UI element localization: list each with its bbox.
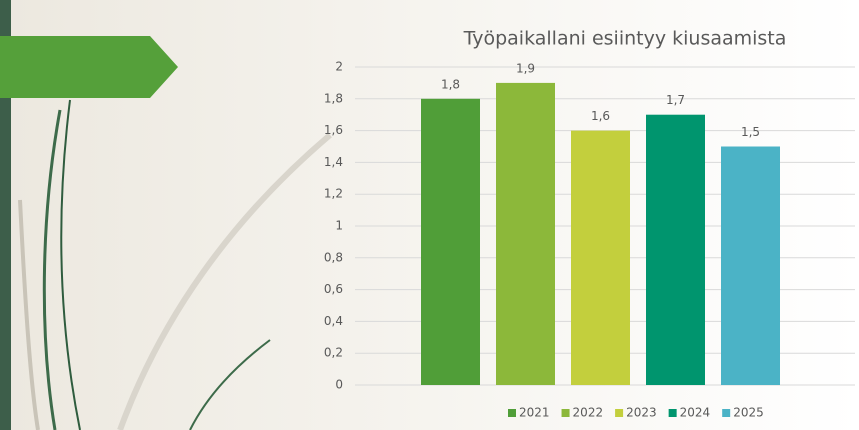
legend-label: 2022 — [573, 406, 604, 420]
legend-swatch — [562, 409, 570, 417]
bar — [571, 131, 630, 385]
legend-label: 2025 — [733, 406, 764, 420]
data-label: 1,6 — [591, 109, 610, 123]
chart: Työpaikallani esiintyy kiusaamista 0 0,2 0… — [0, 0, 859, 430]
data-label: 1,7 — [666, 93, 685, 107]
legend-swatch — [615, 409, 623, 417]
legend-swatch — [508, 409, 516, 417]
bar — [421, 99, 480, 385]
bar — [721, 147, 780, 386]
y-tick-label: 0,4 — [324, 314, 343, 328]
data-label: 1,8 — [441, 77, 460, 91]
data-label: 1,5 — [741, 125, 760, 139]
bar — [646, 115, 705, 385]
legend-swatch — [669, 409, 677, 417]
y-tick-label: 0 — [335, 378, 343, 392]
y-tick-label: 1,8 — [324, 91, 343, 105]
y-tick-label: 0,6 — [324, 282, 343, 296]
data-label: 1,9 — [516, 61, 535, 75]
bar — [496, 83, 555, 385]
chart-title: Työpaikallani esiintyy kiusaamista — [463, 28, 787, 50]
legend-swatch — [722, 409, 730, 417]
y-tick-label: 0,8 — [324, 250, 343, 264]
y-tick-label: 0,2 — [324, 346, 343, 360]
page: Työpaikallani esiintyy kiusaamista 0 0,2 0… — [0, 0, 859, 430]
legend-label: 2023 — [626, 406, 657, 420]
y-tick-label: 1,2 — [324, 187, 343, 201]
y-tick-label: 2 — [335, 60, 343, 74]
legend-label: 2024 — [680, 406, 711, 420]
arrow-shape — [0, 36, 178, 98]
y-tick-label: 1,4 — [324, 155, 343, 169]
y-tick-label: 1 — [335, 219, 343, 233]
y-tick-label: 1,6 — [324, 123, 343, 137]
legend-label: 2021 — [519, 406, 550, 420]
